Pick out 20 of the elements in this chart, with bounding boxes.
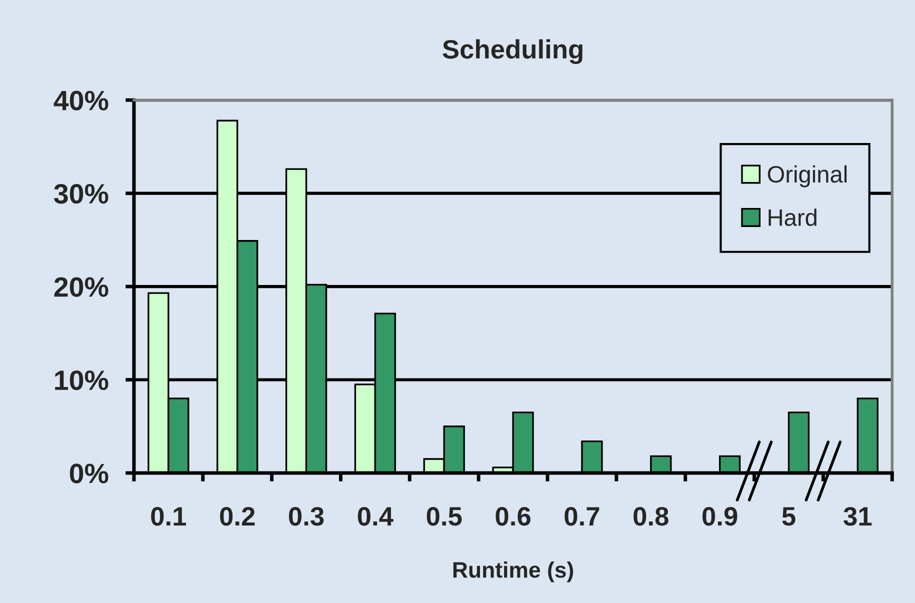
x-tick-label: 0.5: [426, 507, 462, 526]
legend-label: Original: [768, 165, 847, 188]
x-tick-label: 0.8: [634, 507, 668, 526]
y-tick-label: 40%: [54, 90, 108, 110]
x-tick-label: 0.2: [220, 507, 255, 526]
x-tick-label: 0.9: [702, 507, 738, 526]
x-axis-title: Runtime (s): [453, 561, 574, 582]
x-tick-label: 5: [782, 507, 796, 526]
x-tick-label: 0.1: [151, 507, 186, 526]
y-tick-label: 10%: [55, 370, 108, 390]
y-tick-label: 0%: [70, 464, 108, 484]
x-tick-label: 0.6: [496, 507, 530, 526]
y-tick-label: 30%: [54, 184, 108, 204]
y-tick-label: 20%: [54, 277, 108, 297]
x-tick-label: 0.4: [358, 507, 394, 526]
legend-label: Hard: [768, 208, 816, 226]
x-tick-label: 0.7: [564, 507, 600, 526]
x-tick-label: 31: [844, 507, 872, 526]
chart-title: Scheduling: [442, 39, 582, 64]
x-tick-label: 0.3: [288, 507, 324, 526]
